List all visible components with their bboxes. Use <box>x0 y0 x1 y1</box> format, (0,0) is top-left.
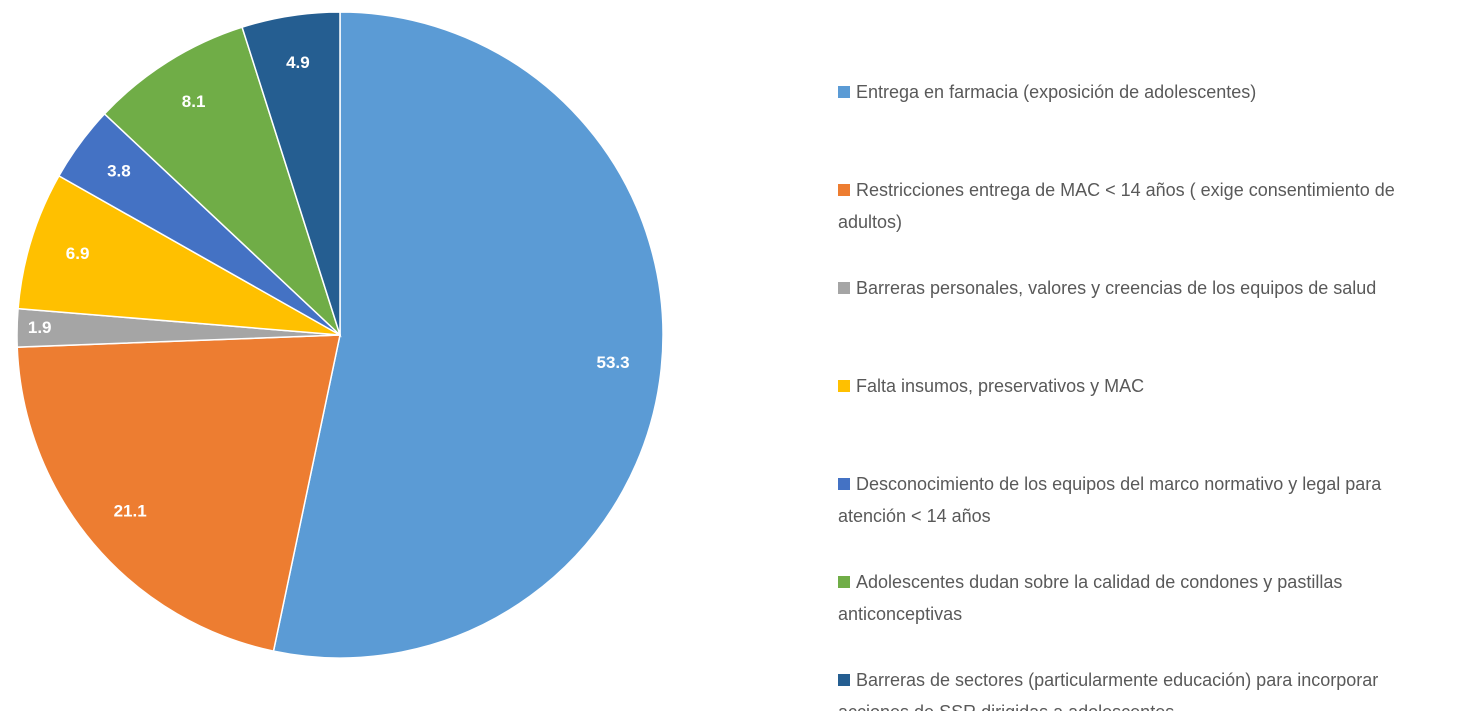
data-label: 8.1 <box>182 92 206 111</box>
legend-item: Falta insumos, preservativos y MAC <box>832 370 1438 402</box>
legend-item: Restricciones entrega de MAC < 14 años (… <box>832 174 1438 238</box>
data-label: 53.3 <box>597 353 630 372</box>
pie-area: 53.3 21.1 1.9 6.9 3.8 8.1 4.9 <box>16 11 664 659</box>
pie-slice <box>272 11 664 659</box>
pie-slice <box>103 26 342 338</box>
data-label: 4.9 <box>286 53 310 72</box>
legend-swatch <box>838 478 850 490</box>
legend-item: Desconocimiento de los equipos del marco… <box>832 468 1438 532</box>
pie-slice <box>16 334 341 652</box>
legend-swatch <box>838 282 850 294</box>
data-label: 21.1 <box>114 501 147 520</box>
legend-label: Falta insumos, preservativos y MAC <box>856 376 1145 396</box>
legend-label: Entrega en farmacia (exposición de adole… <box>856 82 1257 102</box>
data-label: 1.9 <box>28 318 52 337</box>
legend-item: Adolescentes dudan sobre la calidad de c… <box>832 566 1438 630</box>
legend-item: Barreras personales, valores y creencias… <box>832 272 1438 304</box>
legend-swatch <box>838 674 850 686</box>
data-label: 6.9 <box>66 244 90 263</box>
legend-label: Restricciones entrega de MAC < 14 años (… <box>838 180 1395 232</box>
pie-slice <box>17 174 341 336</box>
legend-swatch <box>838 576 850 588</box>
legend-item: Barreras de sectores (particularmente ed… <box>832 664 1438 711</box>
pie-slice <box>241 11 341 336</box>
legend-label: Barreras de sectores (particularmente ed… <box>838 670 1379 711</box>
legend-label: Barreras personales, valores y creencias… <box>856 278 1377 298</box>
legend-swatch <box>838 184 850 196</box>
data-label: 3.8 <box>107 162 131 181</box>
legend-swatch <box>838 380 850 392</box>
legend-swatch <box>838 86 850 98</box>
legend-label: Adolescentes dudan sobre la calidad de c… <box>838 572 1343 624</box>
legend-label: Desconocimiento de los equipos del marco… <box>838 474 1382 526</box>
legend-item: Entrega en farmacia (exposición de adole… <box>832 76 1438 108</box>
